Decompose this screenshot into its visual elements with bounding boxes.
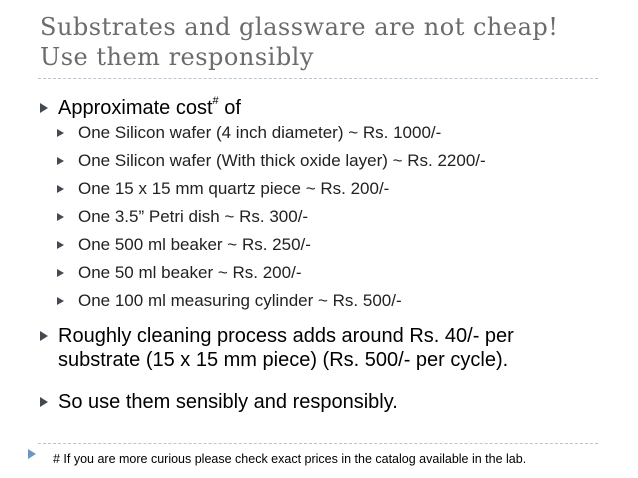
- intro-tail: of: [218, 97, 241, 119]
- intro-footnote-mark: #: [212, 95, 219, 108]
- footnote: # If you are more curious please check e…: [53, 452, 527, 466]
- title-divider: [38, 78, 598, 79]
- title-line-2: Use them responsibly: [40, 43, 314, 71]
- title-line-1: Substrates and glassware are not cheap!: [40, 13, 559, 41]
- footer-triangle-icon: [28, 449, 36, 459]
- sub-bullet-triangle-icon: [57, 213, 64, 221]
- sub-bullet-triangle-icon: [57, 129, 64, 137]
- list-item: One 50 ml beaker ~ Rs. 200/-: [78, 263, 302, 282]
- intro-text: Approximate cost: [58, 97, 213, 119]
- cleaning-line-1: Roughly cleaning process adds around Rs.…: [58, 325, 514, 347]
- bullet-triangle-icon: [40, 103, 48, 113]
- list-item: One 3.5” Petri dish ~ Rs. 300/-: [78, 207, 309, 226]
- list-item: One 15 x 15 mm quartz piece ~ Rs. 200/-: [78, 179, 390, 198]
- sub-bullet-triangle-icon: [57, 157, 64, 165]
- list-item: One Silicon wafer (With thick oxide laye…: [78, 151, 486, 170]
- bullet-closing: So use them sensibly and responsibly.: [58, 391, 398, 413]
- footer-divider: [38, 443, 598, 444]
- sub-bullet-triangle-icon: [57, 241, 64, 249]
- slide-title: Substrates and glassware are not cheap! …: [40, 12, 620, 72]
- bullet-intro: Approximate cost# of: [58, 96, 241, 120]
- sub-bullet-triangle-icon: [57, 185, 64, 193]
- sub-bullet-triangle-icon: [57, 297, 64, 305]
- list-item: One 500 ml beaker ~ Rs. 250/-: [78, 235, 311, 254]
- bullet-triangle-icon: [40, 331, 48, 341]
- sub-bullet-triangle-icon: [57, 269, 64, 277]
- cleaning-line-2: substrate (15 x 15 mm piece) (Rs. 500/- …: [58, 349, 509, 371]
- list-item: One Silicon wafer (4 inch diameter) ~ Rs…: [78, 123, 442, 142]
- bullet-triangle-icon: [40, 397, 48, 407]
- list-item: One 100 ml measuring cylinder ~ Rs. 500/…: [78, 291, 402, 310]
- bullet-cleaning: Roughly cleaning process adds around Rs.…: [58, 324, 514, 372]
